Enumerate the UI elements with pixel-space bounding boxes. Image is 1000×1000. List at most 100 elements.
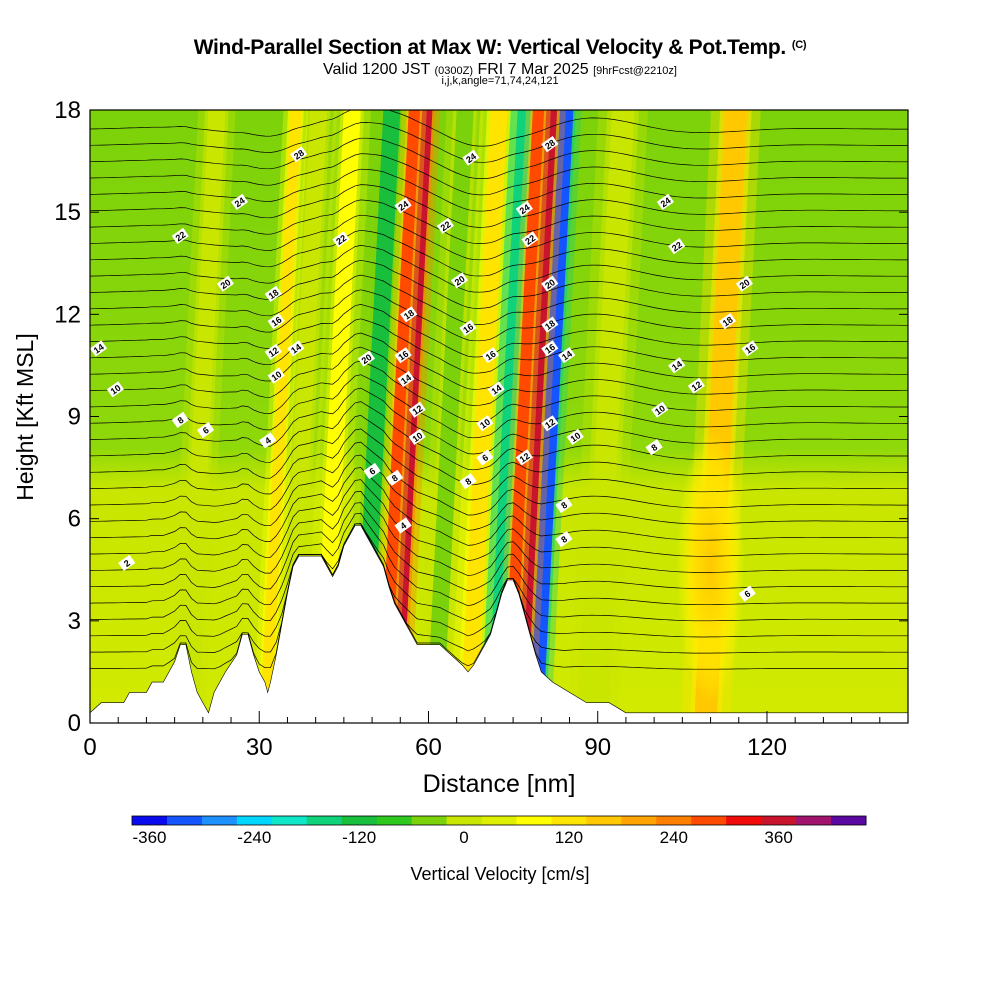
colorbar-swatch [411,816,448,825]
contour-label-text: 8 [559,500,569,511]
downdraft-band [479,110,533,723]
contour-label-bg [459,319,477,337]
contour-label-bg [555,530,573,548]
theta-contour [90,360,908,423]
contour-label-text: 12 [411,403,425,417]
updraft-band [259,110,302,723]
contour-label-text: 14 [490,383,504,397]
contour-label-bg [394,197,412,214]
contour-label-bg [541,135,559,153]
contour-label-text: 18 [543,318,557,332]
theta-contour [90,153,908,196]
theta-contour [90,346,908,406]
contour-label-text: 6 [480,452,490,463]
contour-label-text: 24 [518,202,532,216]
theta-contour [90,415,908,486]
contour-label: 8 [555,530,573,548]
y-tick-label: 9 [68,404,81,431]
contour-label-text: 28 [292,148,306,162]
valid-date: FRI 7 Mar 2025 [477,61,589,78]
colorbar-tick-label: -240 [237,828,271,847]
colorbar-tick-label: 360 [764,828,792,847]
contour-label-bg [171,227,189,245]
contour-label: 28 [290,146,308,163]
contour-label: 16 [741,340,759,357]
contour-label-bg [459,473,477,490]
theta-contour [90,454,908,531]
colorbar-swatch [306,816,343,825]
colorbar: -360 -240 -120 0 120 240 360 [131,815,867,847]
updraft-band [460,110,508,723]
contour-label: 18 [400,306,418,323]
contour-label-bg [450,272,469,289]
contour-label-bg [90,340,108,357]
contour-label-bg [216,275,235,292]
colorbar-frame [131,815,867,826]
downdraft-band [426,110,474,723]
contour-label-text: 14 [399,372,413,386]
contour-label-text: 8 [559,534,569,545]
contour-label-bg [566,428,584,446]
theta-contour [90,374,908,439]
colorbar-swatch [586,816,622,825]
contour-label-bg [267,312,285,330]
contour-label-text: 8 [390,473,400,484]
colorbar-swatch [691,816,727,825]
theta-contour [90,214,908,261]
contour-label-bg [385,469,404,486]
contour-label: 18 [264,285,282,303]
contour-label-bg [264,285,282,303]
contour-label: 18 [541,316,559,333]
contour-label-text: 24 [233,195,247,209]
contour-label: 16 [481,347,500,364]
grid-info: i,j,k,angle=71,74,24,121 [441,75,559,87]
contour-label-bg [735,275,754,292]
contour-label: 16 [394,347,412,364]
contour-label-text: 22 [523,233,537,247]
contour-label-text: 8 [176,415,186,426]
contour-label-bg [476,449,494,466]
contour-label-text: 14 [92,342,106,356]
contour-label-bg [656,193,675,211]
colorbar-swatch [132,816,168,825]
contour-label: 24 [515,200,534,217]
contour-label-text: 16 [461,321,475,335]
x-axis-label: Distance [nm] [423,770,576,798]
chart-title: Wind-Parallel Section at Max W: Vertical… [0,36,1000,60]
contour-label-bg [400,306,418,323]
contour-label: 10 [106,381,125,398]
valid-time-utc: (0300Z) [434,65,473,77]
contour-label-bg [436,217,455,234]
contour-label-bg [290,146,308,163]
colorbar-swatch [761,816,797,825]
colorbar-swatch [796,816,832,825]
contour-label: 12 [687,377,706,394]
contour-label-text: 12 [543,417,557,431]
y-tick-label: 15 [54,199,81,226]
y-axis-label: Height [Kft MSL] [12,333,38,500]
contour-label: 8 [459,473,477,490]
contour-label-bg [541,316,559,333]
contour-label-text: 10 [653,403,667,417]
contour-label-text: 24 [659,195,673,209]
contour-label-bg [738,585,756,602]
contour-label-bg [397,370,415,388]
contour-label-text: 12 [267,345,281,359]
contour-label-text: 12 [518,451,532,465]
contour-label: 18 [718,312,737,330]
colorbar-swatch [236,816,273,825]
contour-label: 24 [230,193,249,211]
contour-label: 10 [476,415,494,432]
contour-label-bg [687,377,706,394]
valid-time: Valid 1200 JST [322,61,431,78]
contour-label-text: 22 [670,240,684,254]
contour-label-bg [476,415,494,432]
contour-label-bg [741,340,759,357]
theta-contour [90,512,908,607]
contour-label-bg [521,231,539,248]
theta-contour [90,401,908,471]
theta-contour [90,441,908,516]
contour-label-bg [481,347,500,364]
contour-label-bg [718,312,737,330]
